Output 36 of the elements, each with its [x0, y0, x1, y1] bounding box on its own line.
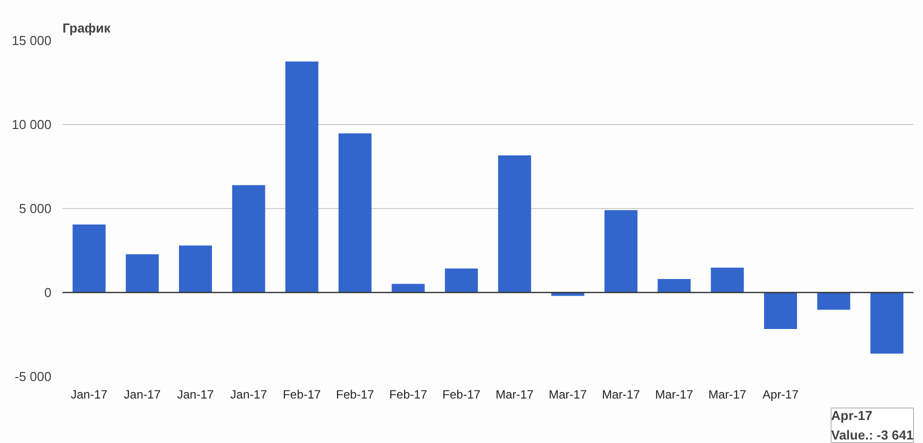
x-tick-label: Mar-17: [655, 388, 694, 402]
y-tick-label: 15 000: [12, 33, 52, 48]
x-tick-label: Mar-17: [708, 388, 747, 402]
x-tick-label: Apr-17: [762, 388, 799, 402]
bar: [232, 185, 266, 292]
x-tick-label: Feb-17: [389, 388, 428, 402]
y-tick-label: -5 000: [14, 369, 52, 384]
x-tick-label: Jan-17: [177, 388, 214, 402]
x-tick-label: Feb-17: [336, 388, 374, 402]
bar: [870, 292, 904, 354]
x-tick-label: Jan-17: [230, 388, 268, 402]
y-tick-label: 0: [44, 285, 52, 300]
chart-title: График: [62, 20, 111, 36]
bar: [72, 224, 106, 292]
bar: [604, 210, 638, 292]
bar: [338, 133, 372, 292]
x-tick-label: Jan-17: [124, 388, 161, 402]
y-tick-label: 5 000: [18, 201, 52, 216]
bar: [392, 284, 425, 292]
bar: [126, 254, 159, 292]
x-tick-label: Jan-17: [70, 388, 108, 402]
x-tick-label: Mar-17: [496, 388, 534, 402]
bar: [498, 155, 532, 292]
bar: [444, 268, 478, 292]
bar: [285, 62, 318, 292]
text: Apr-17 Value.: -3 641: [831, 408, 914, 442]
bar: [817, 292, 850, 310]
bar: [658, 279, 691, 292]
bar: [178, 245, 212, 292]
y-tick-label: 10 000: [12, 117, 52, 132]
bar: [710, 268, 744, 292]
bar: [764, 292, 798, 329]
x-tick-label: Mar-17: [602, 388, 640, 402]
x-tick-label: Feb-17: [282, 388, 322, 402]
x-tick-label: Feb-17: [442, 388, 481, 402]
x-tick-label: Mar-17: [548, 388, 588, 402]
